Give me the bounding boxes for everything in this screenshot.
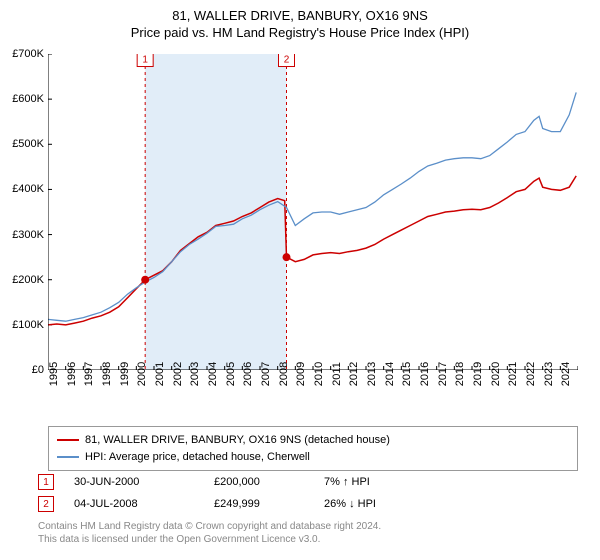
x-tick-label: 2003 (189, 362, 201, 386)
x-tick-label: 2005 (225, 362, 237, 386)
x-tick-label: 1999 (119, 362, 131, 386)
x-tick-label: 2009 (295, 362, 307, 386)
x-tick-label: 2001 (154, 362, 166, 386)
y-axis: £0£100K£200K£300K£400K£500K£600K£700K (0, 54, 48, 370)
legend: 81, WALLER DRIVE, BANBURY, OX16 9NS (det… (48, 426, 578, 471)
event-date: 04-JUL-2008 (74, 498, 194, 510)
x-tick-label: 2011 (331, 362, 343, 386)
y-tick-label: £0 (32, 364, 44, 376)
x-tick-label: 2013 (366, 362, 378, 386)
event-date: 30-JUN-2000 (74, 476, 194, 488)
event-row: 1 30-JUN-2000 £200,000 7% ↑ HPI (38, 474, 578, 490)
legend-swatch (57, 439, 79, 441)
y-tick-label: £200K (12, 274, 44, 286)
x-tick-label: 2010 (313, 362, 325, 386)
x-tick-label: 2019 (472, 362, 484, 386)
x-tick-label: 2016 (419, 362, 431, 386)
y-tick-label: £100K (12, 319, 44, 331)
x-tick-label: 2022 (525, 362, 537, 386)
x-tick-label: 2017 (437, 362, 449, 386)
legend-swatch (57, 456, 79, 458)
y-tick-label: £700K (12, 48, 44, 60)
events-table: 1 30-JUN-2000 £200,000 7% ↑ HPI 2 04-JUL-2008… (38, 468, 578, 512)
y-tick-label: £600K (12, 93, 44, 105)
x-axis: 1995199619971998199920002001200220032004… (48, 370, 578, 424)
legend-row: 81, WALLER DRIVE, BANBURY, OX16 9NS (det… (57, 432, 569, 449)
legend-label: HPI: Average price, detached house, Cher… (85, 449, 310, 466)
svg-text:1: 1 (142, 55, 148, 66)
x-tick-label: 2024 (560, 362, 572, 386)
event-price: £249,999 (214, 498, 304, 510)
chart-container: 81, WALLER DRIVE, BANBURY, OX16 9NS Pric… (0, 0, 600, 560)
x-tick-label: 2008 (278, 362, 290, 386)
x-tick-label: 1997 (83, 362, 95, 386)
event-row: 2 04-JUL-2008 £249,999 26% ↓ HPI (38, 496, 578, 512)
x-tick-label: 2020 (490, 362, 502, 386)
event-delta: 7% ↑ HPI (324, 476, 370, 488)
event-delta: 26% ↓ HPI (324, 498, 376, 510)
chart-title-block: 81, WALLER DRIVE, BANBURY, OX16 9NS Pric… (0, 0, 600, 44)
x-tick-label: 2004 (207, 362, 219, 386)
x-tick-label: 2015 (401, 362, 413, 386)
x-tick-label: 2007 (260, 362, 272, 386)
legend-label: 81, WALLER DRIVE, BANBURY, OX16 9NS (det… (85, 432, 390, 449)
y-tick-label: £300K (12, 229, 44, 241)
x-tick-label: 2018 (454, 362, 466, 386)
x-tick-label: 1996 (66, 362, 78, 386)
x-tick-label: 1995 (48, 362, 60, 386)
event-badge: 1 (38, 474, 54, 490)
chart-title-line1: 81, WALLER DRIVE, BANBURY, OX16 9NS (0, 8, 600, 23)
chart-svg: 12 (48, 54, 578, 370)
y-tick-label: £400K (12, 183, 44, 195)
x-tick-label: 1998 (101, 362, 113, 386)
legend-row: HPI: Average price, detached house, Cher… (57, 449, 569, 466)
footer-line1: Contains HM Land Registry data © Crown c… (38, 520, 578, 533)
event-badge: 2 (38, 496, 54, 512)
event-price: £200,000 (214, 476, 304, 488)
footer-attribution: Contains HM Land Registry data © Crown c… (38, 520, 578, 546)
chart-title-line2: Price paid vs. HM Land Registry's House … (0, 25, 600, 40)
svg-text:2: 2 (284, 55, 290, 66)
x-tick-label: 2014 (384, 362, 396, 386)
y-tick-label: £500K (12, 138, 44, 150)
x-tick-label: 2012 (348, 362, 360, 386)
chart-plot-area: 12 (48, 54, 578, 370)
x-tick-label: 2000 (136, 362, 148, 386)
x-tick-label: 2002 (172, 362, 184, 386)
x-tick-label: 2023 (543, 362, 555, 386)
x-tick-label: 2021 (507, 362, 519, 386)
footer-line2: This data is licensed under the Open Gov… (38, 533, 578, 546)
x-tick-label: 2006 (242, 362, 254, 386)
